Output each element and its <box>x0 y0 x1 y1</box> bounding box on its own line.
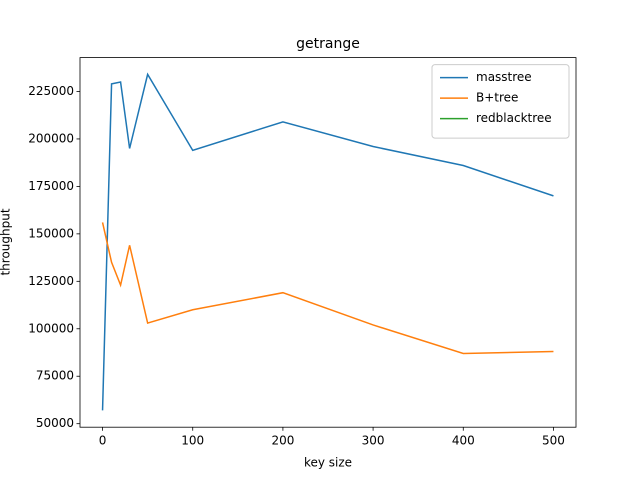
legend-label: B+tree <box>476 91 518 105</box>
y-tick-label: 125000 <box>28 274 74 288</box>
x-tick-label: 400 <box>452 434 475 448</box>
y-tick-label: 225000 <box>28 84 74 98</box>
x-tick-label: 100 <box>181 434 204 448</box>
y-tick-label: 175000 <box>28 179 74 193</box>
y-tick-label: 100000 <box>28 321 74 335</box>
x-tick-label: 300 <box>362 434 385 448</box>
legend-label: redblacktree <box>476 111 552 125</box>
chart-title: getrange <box>296 36 360 52</box>
y-axis-label: throughput <box>0 208 13 275</box>
x-tick-label: 0 <box>99 434 107 448</box>
x-tick-label: 500 <box>542 434 565 448</box>
legend-label: masstree <box>476 70 532 84</box>
y-tick-label: 75000 <box>36 369 74 383</box>
y-tick-label: 200000 <box>28 131 74 145</box>
y-tick-label: 50000 <box>36 416 74 430</box>
plot-frame <box>79 57 577 428</box>
legend-box <box>431 64 570 139</box>
series-line <box>101 222 554 355</box>
y-tick-label: 150000 <box>28 226 74 240</box>
x-axis-label: key size <box>304 456 352 470</box>
series-line <box>101 72 554 411</box>
x-tick-label: 200 <box>271 434 294 448</box>
